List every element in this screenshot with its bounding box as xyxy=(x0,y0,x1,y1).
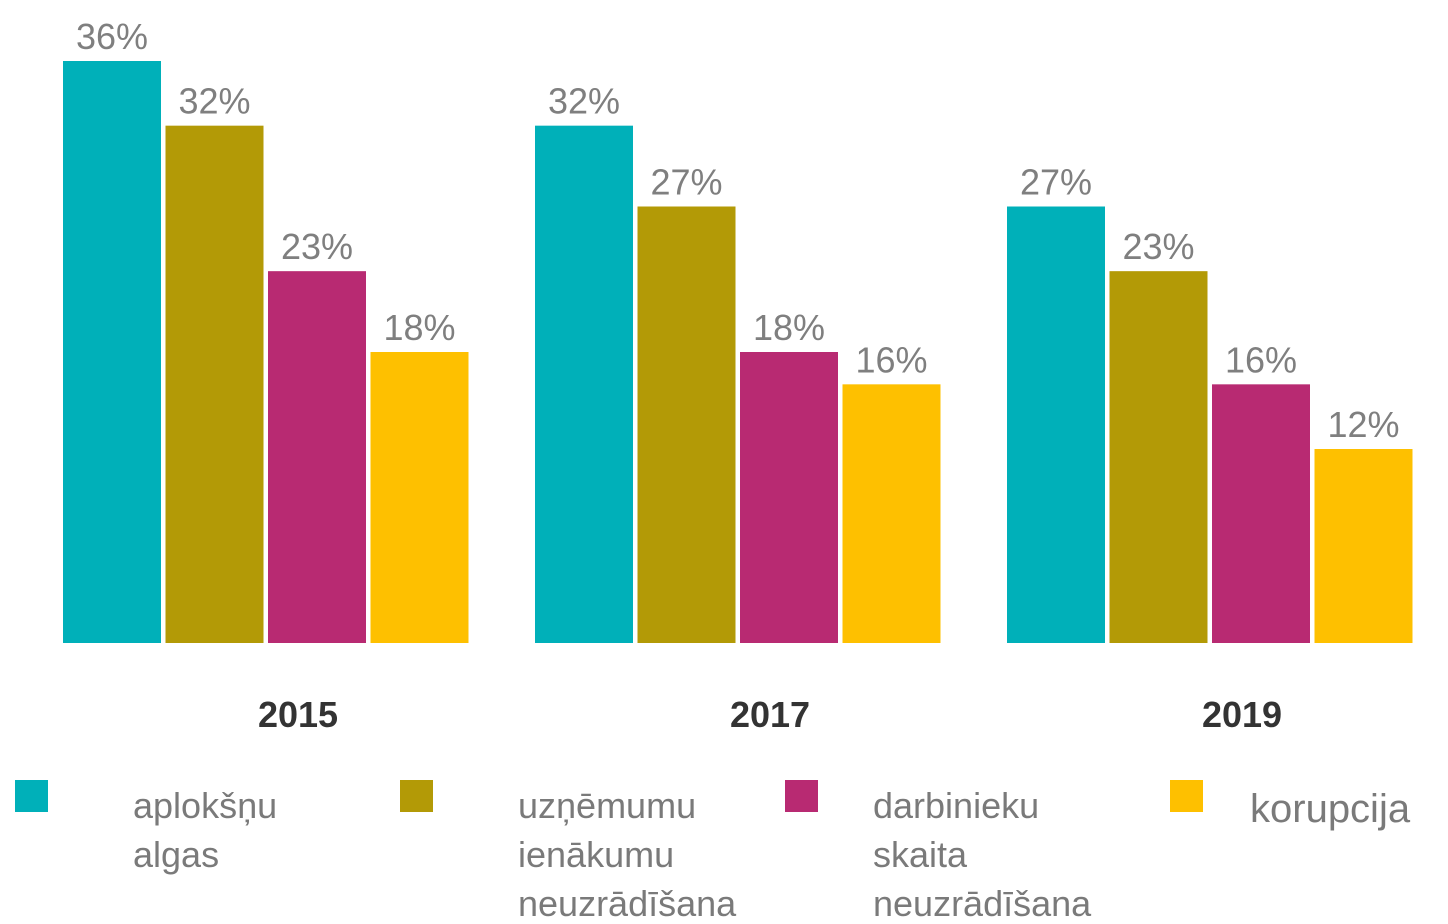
bar xyxy=(535,125,633,643)
bar xyxy=(63,61,161,643)
value-label: 18% xyxy=(753,307,825,348)
bar xyxy=(1109,271,1208,643)
bar xyxy=(842,384,941,643)
value-label: 32% xyxy=(178,81,250,122)
category-label: 2019 xyxy=(1202,694,1282,735)
bar xyxy=(165,125,264,643)
value-label: 27% xyxy=(1020,162,1092,203)
legend-label: uzņēmumu ienākumu neuzrādīšana xyxy=(518,785,737,924)
bar xyxy=(1007,206,1105,643)
value-label: 23% xyxy=(1122,226,1194,267)
bar xyxy=(1314,449,1413,643)
value-label: 12% xyxy=(1327,404,1399,445)
category-label: 2015 xyxy=(258,694,338,735)
bar xyxy=(637,206,736,643)
legend-label: korupcija xyxy=(1250,787,1411,831)
bar xyxy=(1212,384,1310,643)
bar xyxy=(740,352,838,643)
legend-swatch xyxy=(15,780,48,812)
value-label: 18% xyxy=(383,307,455,348)
value-label: 27% xyxy=(650,162,722,203)
legend-swatch xyxy=(785,780,818,812)
legend-swatch xyxy=(1170,780,1203,812)
legend-label: darbinieku skaita neuzrādīšana xyxy=(873,785,1092,924)
legend-label: aplokšņu algas xyxy=(133,785,277,875)
value-label: 16% xyxy=(1225,339,1297,380)
bar xyxy=(268,271,366,643)
bar xyxy=(370,352,469,643)
legend-swatch xyxy=(400,780,433,812)
value-label: 23% xyxy=(281,226,353,267)
value-label: 16% xyxy=(855,339,927,380)
category-label: 2017 xyxy=(730,694,810,735)
value-label: 36% xyxy=(76,16,148,57)
value-label: 32% xyxy=(548,81,620,122)
